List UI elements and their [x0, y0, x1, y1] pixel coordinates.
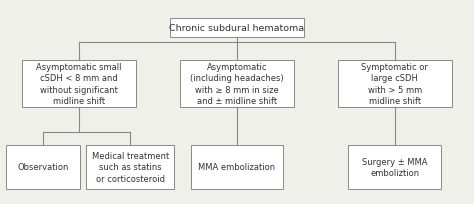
Text: Surgery ± MMA
emboliztion: Surgery ± MMA emboliztion — [362, 157, 428, 177]
Text: Asymptomatic
(including headaches)
with ≥ 8 mm in size
and ± midline shift: Asymptomatic (including headaches) with … — [190, 62, 284, 106]
FancyBboxPatch shape — [180, 61, 294, 107]
FancyBboxPatch shape — [6, 145, 80, 189]
Text: Asymptomatic small
cSDH < 8 mm and
without significant
midline shift: Asymptomatic small cSDH < 8 mm and witho… — [36, 62, 122, 106]
FancyBboxPatch shape — [191, 145, 283, 189]
Text: Symptomatic or
large cSDH
with > 5 mm
midline shift: Symptomatic or large cSDH with > 5 mm mi… — [362, 62, 428, 106]
FancyBboxPatch shape — [86, 145, 174, 189]
FancyBboxPatch shape — [348, 145, 441, 189]
Text: Chronic subdural hematoma: Chronic subdural hematoma — [169, 23, 305, 32]
Text: Observation: Observation — [17, 163, 69, 171]
FancyBboxPatch shape — [22, 61, 136, 107]
Text: Medical treatment
such as statins
or corticosteroid: Medical treatment such as statins or cor… — [91, 151, 169, 183]
Text: MMA embolization: MMA embolization — [199, 163, 275, 171]
FancyBboxPatch shape — [338, 61, 452, 107]
FancyBboxPatch shape — [170, 19, 304, 38]
